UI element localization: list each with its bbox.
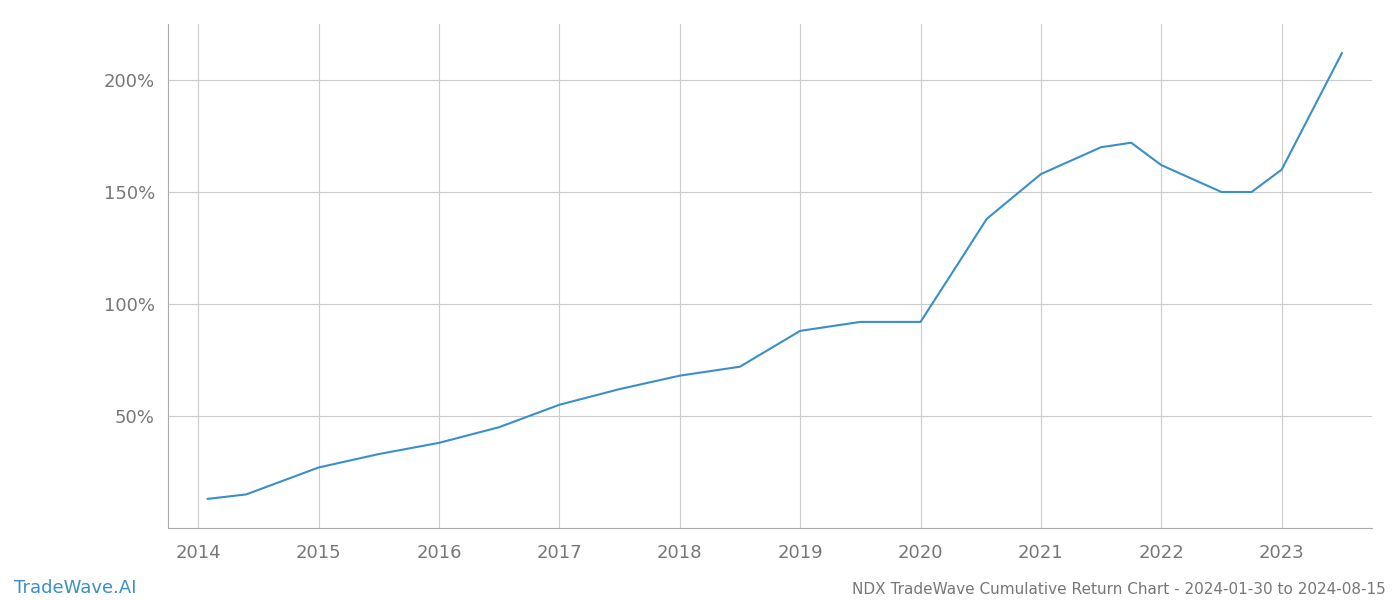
Text: NDX TradeWave Cumulative Return Chart - 2024-01-30 to 2024-08-15: NDX TradeWave Cumulative Return Chart - …: [853, 582, 1386, 597]
Text: TradeWave.AI: TradeWave.AI: [14, 579, 137, 597]
